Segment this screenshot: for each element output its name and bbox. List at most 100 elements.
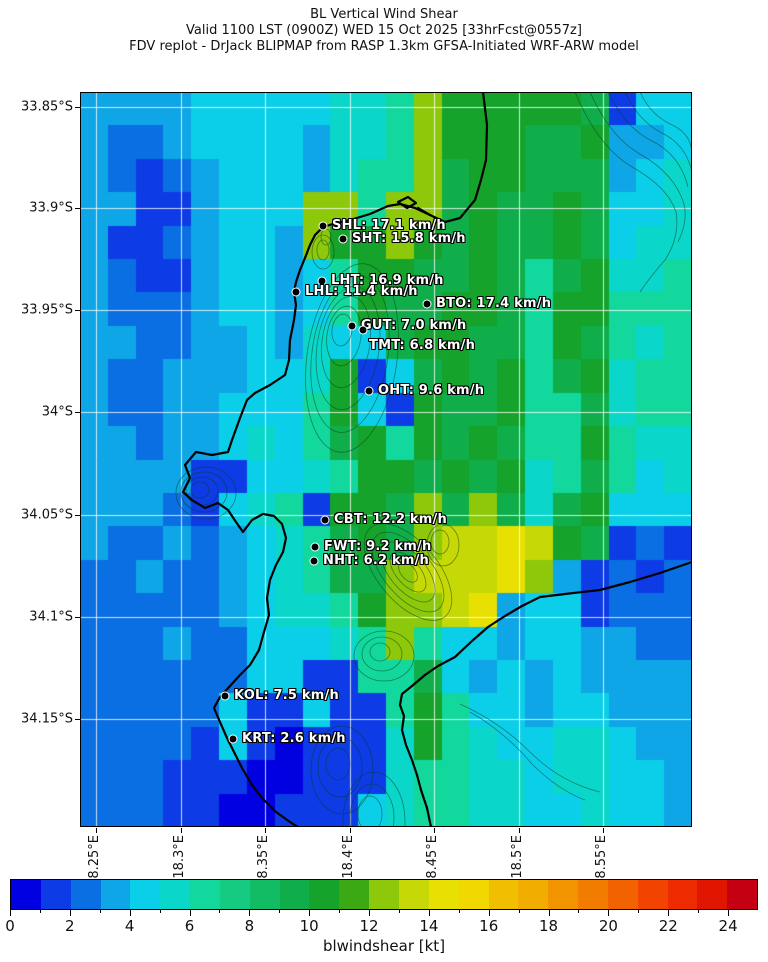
station-dot-lhl [291, 287, 301, 297]
colorbar-segment-6 [190, 880, 220, 909]
colorbar-segment-13 [398, 880, 429, 909]
colorbar-segment-7 [219, 880, 250, 909]
station-dot-sht [338, 234, 348, 244]
station-dot-shl [318, 221, 328, 231]
colorbar-segment-21 [637, 880, 668, 909]
colorbar-tick-label: 8 [244, 917, 255, 935]
station-label-lht: LHT: 16.9 km/h [331, 273, 444, 289]
x-tick-mark [603, 828, 604, 833]
colorbar-segment-3 [100, 880, 131, 909]
colorbar-minor-tick [578, 910, 580, 913]
colorbar-minor-tick [39, 910, 41, 913]
y-tick-mark [75, 208, 80, 209]
station-label-shl: SHL: 17.1 km/h [332, 218, 446, 234]
colorbar-segment-16 [488, 880, 519, 909]
station-label-gut: GUT: 7.0 km/h [361, 318, 467, 334]
map-area: SHL: 17.1 km/h SHT: 15.8 km/h LHT: 16.9 km… [80, 92, 692, 827]
station-label-oht: OHT: 9.6 km/h [378, 383, 485, 399]
colorbar-tick-label: 10 [299, 917, 319, 935]
colorbar-segment-20 [607, 880, 638, 909]
colorbar-major-tick [548, 910, 550, 916]
colorbar-tick-label: 6 [184, 917, 195, 935]
y-tick-label: 33.85°S [21, 99, 73, 115]
station-dot-lht [317, 276, 327, 286]
colorbar-segment-17 [518, 880, 549, 909]
x-tick-label: 18.3°E [172, 835, 187, 879]
plot-valid-time: Valid 1100 LST (0900Z) WED 15 Oct 2025 [… [186, 23, 582, 38]
colorbar-minor-tick [339, 910, 341, 913]
y-tick-label: 34.05°S [21, 507, 73, 523]
colorbar-segment-4 [130, 880, 161, 909]
x-tick-label: 18.4°E [341, 835, 356, 879]
colorbar-minor-tick [99, 910, 101, 913]
station-label-tmt: TMT: 6.8 km/h [369, 338, 476, 354]
colorbar-major-tick [249, 910, 251, 916]
colorbar-segment-0 [11, 880, 41, 909]
colorbar-major-tick [608, 910, 610, 916]
colorbar-segment-14 [428, 880, 459, 909]
x-tick-mark [350, 828, 351, 833]
colorbar-minor-tick [518, 910, 520, 913]
colorbar-major-tick [668, 910, 670, 916]
colorbar-major-tick [488, 910, 490, 916]
colorbar-minor-tick [458, 910, 460, 913]
colorbar-major-tick [10, 910, 11, 916]
y-tick-mark [75, 107, 80, 108]
plot-model-info: FDV replot - DrJack BLIPMAP from RASP 1.… [129, 39, 639, 54]
colorbar [10, 879, 758, 910]
y-tick-mark [75, 412, 80, 413]
x-tick-mark [96, 828, 97, 833]
colorbar-tick-label: 14 [419, 917, 439, 935]
x-tick-mark [434, 828, 435, 833]
colorbar-segment-18 [548, 880, 579, 909]
colorbar-major-tick [69, 910, 71, 916]
colorbar-segment-1 [40, 880, 71, 909]
station-label-cbt: CBT: 12.2 km/h [334, 512, 447, 528]
y-tick-label: 34.15°S [21, 711, 73, 727]
y-tick-label: 34°S [41, 404, 73, 420]
colorbar-tick-label: 20 [598, 917, 618, 935]
colorbar-minor-tick [698, 910, 700, 913]
colorbar-segment-2 [70, 880, 101, 909]
y-tick-mark [75, 310, 80, 311]
colorbar-tick-label: 22 [658, 917, 678, 935]
station-dot-nht [309, 556, 319, 566]
colorbar-minor-tick [638, 910, 640, 913]
colorbar-minor-tick [398, 910, 400, 913]
colorbar-segment-12 [369, 880, 399, 909]
colorbar-segment-19 [578, 880, 608, 909]
colorbar-major-tick [189, 910, 191, 916]
colorbar-minor-tick [159, 910, 161, 913]
colorbar-major-tick [728, 910, 730, 916]
x-tick-label: 18.5°E [510, 835, 525, 879]
station-label-kol: KOL: 7.5 km/h [234, 688, 339, 704]
colorbar-tick-label: 18 [539, 917, 559, 935]
station-dot-krt [228, 734, 238, 744]
y-tick-mark [75, 719, 80, 720]
station-dot-bto [422, 299, 432, 309]
station-dot-kol [220, 691, 230, 701]
colorbar-minor-tick [219, 910, 221, 913]
colorbar-major-tick [369, 910, 371, 916]
colorbar-tick-label: 24 [718, 917, 738, 935]
y-tick-label: 33.95°S [21, 302, 73, 318]
station-label-lhl: LHL: 11.4 km/h [305, 284, 418, 300]
colorbar-caption: blwindshear [kt] [322, 937, 446, 955]
colorbar-segment-9 [279, 880, 310, 909]
colorbar-segment-22 [667, 880, 698, 909]
station-dot-tmt [358, 325, 368, 335]
colorbar-major-tick [129, 910, 131, 916]
y-tick-mark [75, 515, 80, 516]
station-dot-gut [347, 321, 357, 331]
colorbar-major-tick [309, 910, 311, 916]
y-tick-label: 33.9°S [29, 200, 73, 216]
x-tick-mark [181, 828, 182, 833]
colorbar-segment-5 [160, 880, 191, 909]
colorbar-tick-label: 2 [65, 917, 75, 935]
colorbar-segment-8 [249, 880, 280, 909]
colorbar-major-tick [428, 910, 430, 916]
colorbar-segment-11 [339, 880, 370, 909]
y-tick-label: 34.1°S [29, 609, 73, 625]
station-label-nht: NHT: 6.2 km/h [323, 553, 429, 569]
